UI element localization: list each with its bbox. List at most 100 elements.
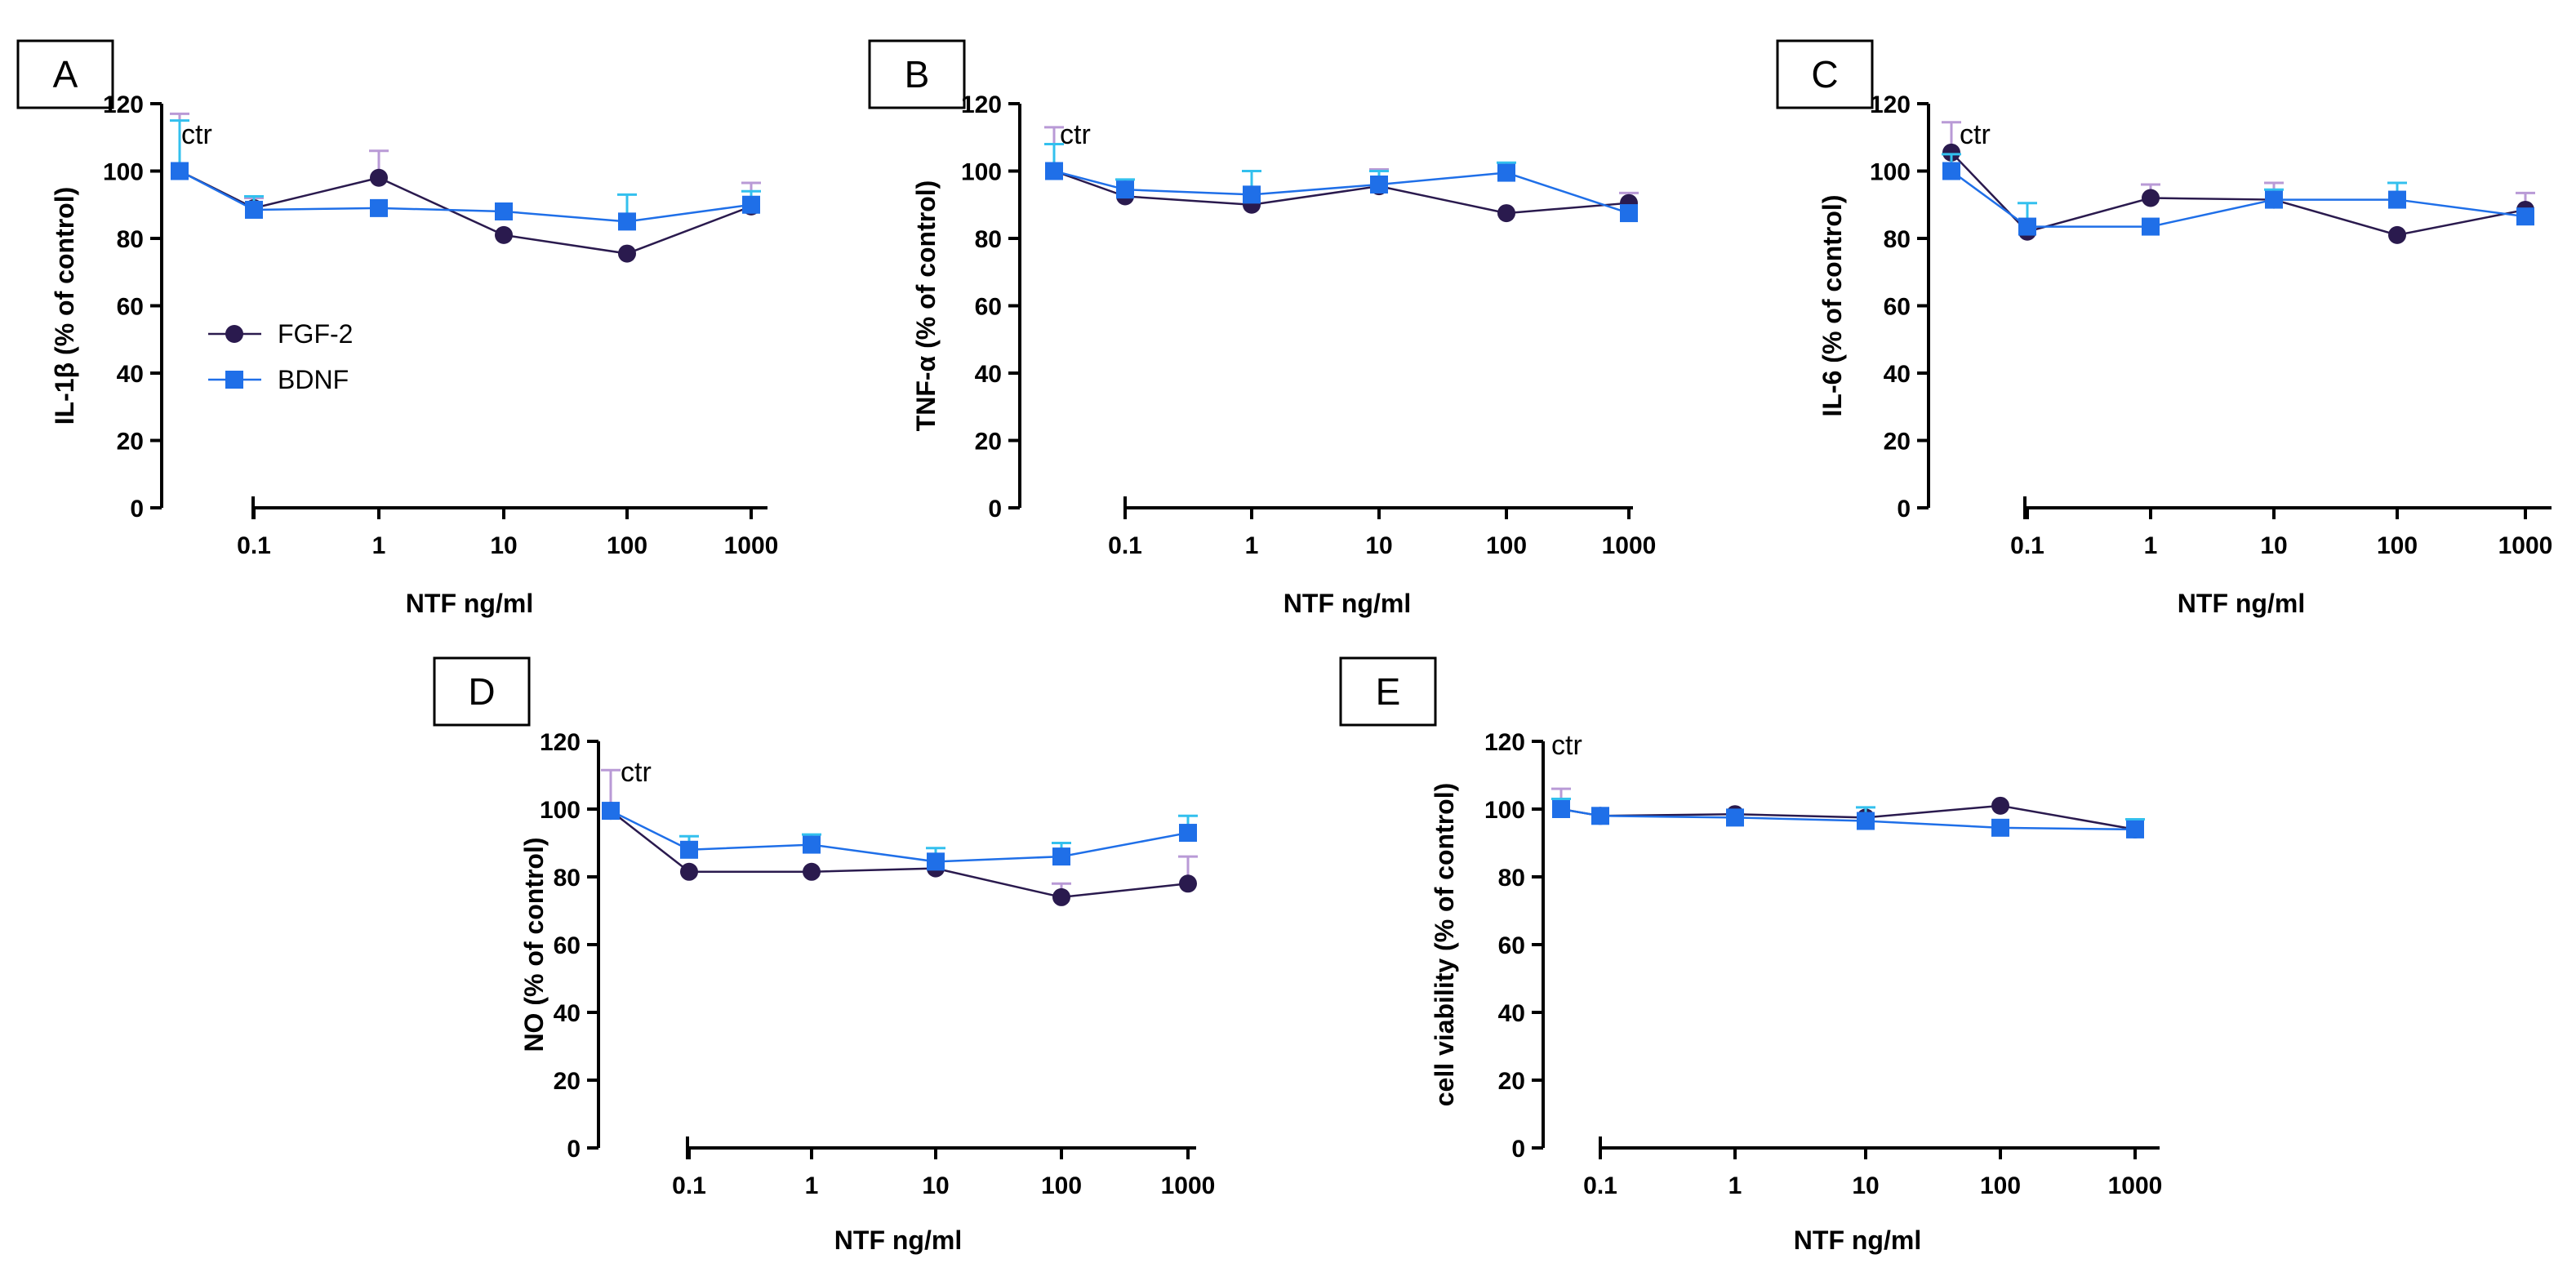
x-tick-label: 100 (607, 532, 647, 559)
y-tick-label: 40 (975, 361, 1002, 388)
series-fgf2 (1044, 126, 1639, 223)
y-tick-label: 60 (1884, 294, 1911, 321)
y-axis-title: cell viability (% of control) (1430, 783, 1459, 1107)
y-tick-label: 100 (103, 159, 144, 186)
x-axis-title: NTF ng/ml (406, 589, 533, 618)
x-tick-label: 10 (1852, 1172, 1879, 1199)
x-tick-label: 1 (1728, 1172, 1742, 1199)
data-point (1243, 185, 1261, 204)
data-point (245, 200, 263, 219)
panel-e: E 0 20 40 60 80 100 120 cell viability (% of con… (1339, 656, 2162, 1255)
y-axis-title: NO (% of control) (519, 837, 549, 1052)
data-point (495, 202, 513, 220)
series-fgf2 (170, 112, 761, 263)
y-axis-title: IL-1β (% of control) (50, 187, 79, 425)
series-bdnf (1551, 798, 2145, 838)
y-tick-label: 20 (1498, 1068, 1525, 1095)
data-point (602, 802, 620, 821)
y-tick-label: 120 (1870, 91, 1911, 118)
x-tick-label: 1000 (1161, 1172, 1216, 1199)
series-line (1951, 151, 2526, 237)
data-point (1497, 163, 1515, 182)
data-point (1991, 796, 2009, 815)
panel-letter-box (1339, 656, 1437, 727)
y-tick-label: 40 (554, 1000, 581, 1027)
y-tick-label: 0 (988, 496, 1002, 523)
x-tick-label: 1 (2144, 532, 2158, 559)
data-point (1052, 887, 1070, 906)
series-line (179, 170, 752, 255)
series-line (1951, 170, 2526, 228)
panel-c: C 0 20 40 60 80 100 120 IL-6 (% of control) 0.1 1 1… (1776, 39, 2552, 618)
data-point (1620, 204, 1638, 223)
data-point (680, 862, 698, 881)
panel-letter: D (468, 670, 495, 713)
x-tick-label: 10 (490, 532, 517, 559)
y-tick-label: 120 (103, 91, 144, 118)
y-tick-label: 0 (567, 1136, 581, 1163)
y-tick-label: 80 (1884, 226, 1911, 253)
y-tick-label: 60 (1498, 932, 1525, 959)
series-line (1560, 807, 2136, 831)
x-tick-label: 0.1 (2010, 532, 2044, 559)
panel-letter: A (53, 53, 78, 96)
y-tick-label: 80 (1498, 865, 1525, 892)
control-label: ctr (621, 757, 652, 788)
x-tick-label: 1 (372, 532, 386, 559)
panel-letter-box (1776, 39, 1874, 109)
data-point (495, 225, 513, 244)
data-point (1116, 180, 1134, 199)
data-point (803, 862, 821, 881)
y-tick-label: 120 (1484, 729, 1525, 756)
y-tick-label: 100 (540, 797, 581, 824)
panel-a: A 0 20 40 60 80 100 120 IL-1β (% of control) 0.1 1… (16, 39, 778, 618)
data-point (1726, 808, 1744, 827)
y-tick-label: 20 (554, 1068, 581, 1095)
data-point (1942, 162, 1960, 180)
x-tick-label: 1 (805, 1172, 819, 1199)
data-point (618, 244, 636, 263)
x-axis-title: NTF ng/ml (1794, 1225, 1921, 1255)
panel-d: D 0 20 40 60 80 100 120 NO (% of control) 0.1 1 10 1… (433, 656, 1216, 1255)
series-fgf2 (1551, 787, 2144, 838)
data-point (171, 162, 189, 180)
x-tick-label: 1000 (1602, 532, 1657, 559)
x-tick-label: 0.1 (672, 1172, 706, 1199)
series-line (610, 809, 1189, 863)
x-tick-label: 100 (1980, 1172, 2021, 1199)
panel-letter-box (16, 39, 114, 109)
data-point (1991, 818, 2009, 837)
x-tick-label: 100 (1486, 532, 1527, 559)
y-tick-label: 80 (975, 226, 1002, 253)
data-point (1857, 812, 1875, 830)
y-tick-label: 60 (975, 294, 1002, 321)
y-tick-label: 20 (975, 429, 1002, 456)
data-point (1045, 162, 1063, 180)
data-point (680, 840, 698, 859)
panel-letter-box (868, 39, 966, 109)
data-point (742, 195, 760, 214)
panel-b: B 0 20 40 60 80 100 120 TNF-α (% of control) 0.1 1… (868, 39, 1657, 618)
data-point (927, 852, 945, 871)
series-bdnf (1044, 143, 1638, 223)
x-tick-label: 100 (1041, 1172, 1082, 1199)
data-point (1552, 800, 1570, 818)
legend-fgf2-label: FGF-2 (278, 319, 353, 349)
data-point (1942, 143, 1960, 162)
panel-letter: B (905, 53, 930, 96)
y-tick-label: 120 (540, 729, 581, 756)
y-axis-title: TNF-α (% of control) (911, 180, 941, 432)
y-tick-label: 40 (1498, 1000, 1525, 1027)
x-tick-label: 0.1 (1108, 532, 1142, 559)
x-tick-label: 10 (1365, 532, 1392, 559)
y-tick-label: 60 (554, 932, 581, 959)
y-axis-title: IL-6 (% of control) (1817, 195, 1847, 417)
data-point (803, 835, 821, 854)
x-tick-label: 0.1 (237, 532, 271, 559)
y-tick-label: 60 (117, 294, 144, 321)
y-tick-label: 100 (1484, 797, 1525, 824)
data-point (1497, 204, 1515, 223)
series-bdnf (170, 119, 761, 231)
